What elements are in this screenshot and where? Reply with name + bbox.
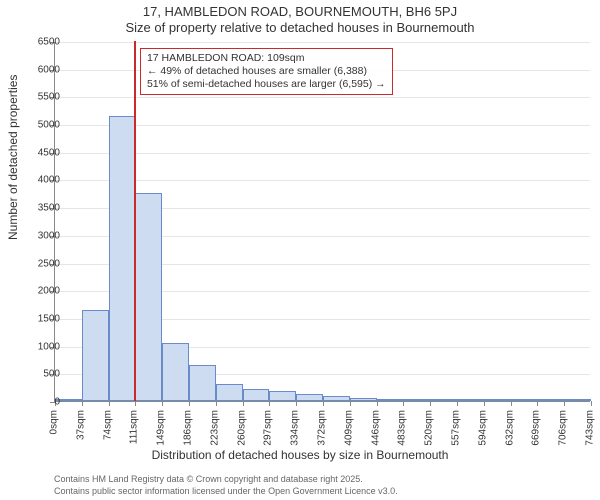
xtick-label: 74sqm [102, 410, 113, 440]
histogram-bar [109, 116, 136, 401]
histogram-bar [216, 384, 243, 401]
xtick-label: 149sqm [156, 410, 167, 446]
histogram-bar [243, 389, 270, 401]
histogram-bar [484, 399, 511, 401]
xtick-label: 557sqm [451, 410, 462, 446]
xtick-label: 706sqm [558, 410, 569, 446]
histogram-bar [82, 310, 109, 401]
histogram-bar [537, 399, 564, 401]
xtick-mark [511, 401, 512, 406]
ytick-label: 5000 [20, 120, 60, 131]
annotation-line: 51% of semi-detached houses are larger (… [147, 78, 386, 91]
histogram-bar [511, 399, 538, 401]
chart-container: 17, HAMBLEDON ROAD, BOURNEMOUTH, BH6 5PJ… [0, 0, 600, 500]
xtick-mark [457, 401, 458, 406]
histogram-bar [135, 193, 162, 401]
xtick-mark [323, 401, 324, 406]
xtick-mark [430, 401, 431, 406]
xtick-label: 37sqm [75, 410, 86, 440]
histogram-bar [403, 399, 430, 401]
xtick-label: 372sqm [317, 410, 328, 446]
title-main: 17, HAMBLEDON ROAD, BOURNEMOUTH, BH6 5PJ [0, 4, 600, 19]
xtick-mark [350, 401, 351, 406]
reference-line [134, 41, 136, 401]
annotation-box: 17 HAMBLEDON ROAD: 109sqm← 49% of detach… [140, 48, 393, 95]
xtick-mark [564, 401, 565, 406]
xtick-mark [296, 401, 297, 406]
xtick-mark [162, 401, 163, 406]
title-sub: Size of property relative to detached ho… [0, 20, 600, 35]
xtick-label: 520sqm [424, 410, 435, 446]
ytick-label: 3500 [20, 203, 60, 214]
histogram-bar [189, 365, 216, 401]
annotation-line: 17 HAMBLEDON ROAD: 109sqm [147, 52, 386, 65]
xtick-label: 409sqm [343, 410, 354, 446]
histogram-bar [457, 399, 484, 401]
xtick-label: 223sqm [209, 410, 220, 446]
xtick-mark [135, 401, 136, 406]
xtick-label: 446sqm [370, 410, 381, 446]
footnote-2: Contains public sector information licen… [54, 486, 398, 496]
y-axis-label: Number of detached properties [6, 75, 20, 240]
ytick-label: 4500 [20, 147, 60, 158]
xtick-mark [216, 401, 217, 406]
annotation-line: ← 49% of detached houses are smaller (6,… [147, 65, 386, 78]
ytick-label: 4000 [20, 175, 60, 186]
ytick-label: 0 [20, 397, 60, 408]
xtick-mark [189, 401, 190, 406]
histogram-bar [430, 399, 457, 401]
ytick-label: 5500 [20, 92, 60, 103]
xtick-label: 669sqm [531, 410, 542, 446]
histogram-bar [296, 394, 323, 401]
xtick-label: 594sqm [477, 410, 488, 446]
histogram-bar [269, 391, 296, 401]
ytick-label: 1500 [20, 313, 60, 324]
xtick-mark [537, 401, 538, 406]
histogram-bar [350, 398, 377, 401]
histogram-bar [564, 399, 591, 401]
xtick-mark [377, 401, 378, 406]
ytick-label: 3000 [20, 230, 60, 241]
xtick-label: 297sqm [263, 410, 274, 446]
ytick-label: 6500 [20, 37, 60, 48]
xtick-mark [403, 401, 404, 406]
histogram-bar [162, 343, 189, 401]
plot-area: 17 HAMBLEDON ROAD: 109sqm← 49% of detach… [54, 42, 590, 402]
xtick-mark [82, 401, 83, 406]
xtick-label: 632sqm [504, 410, 515, 446]
xtick-mark [109, 401, 110, 406]
ytick-label: 500 [20, 369, 60, 380]
ytick-label: 1000 [20, 341, 60, 352]
xtick-label: 483sqm [397, 410, 408, 446]
xtick-mark [269, 401, 270, 406]
ytick-label: 6000 [20, 64, 60, 75]
x-axis-label: Distribution of detached houses by size … [0, 448, 600, 462]
xtick-mark [484, 401, 485, 406]
xtick-mark [243, 401, 244, 406]
ytick-label: 2500 [20, 258, 60, 269]
xtick-label: 186sqm [183, 410, 194, 446]
xtick-label: 0sqm [49, 410, 60, 434]
histogram-bar [377, 399, 404, 401]
histogram-bar [323, 396, 350, 401]
xtick-label: 334sqm [290, 410, 301, 446]
xtick-label: 260sqm [236, 410, 247, 446]
xtick-label: 743sqm [585, 410, 596, 446]
ytick-label: 2000 [20, 286, 60, 297]
xtick-label: 111sqm [129, 410, 140, 444]
xtick-mark [591, 401, 592, 406]
footnote-1: Contains HM Land Registry data © Crown c… [54, 474, 363, 484]
